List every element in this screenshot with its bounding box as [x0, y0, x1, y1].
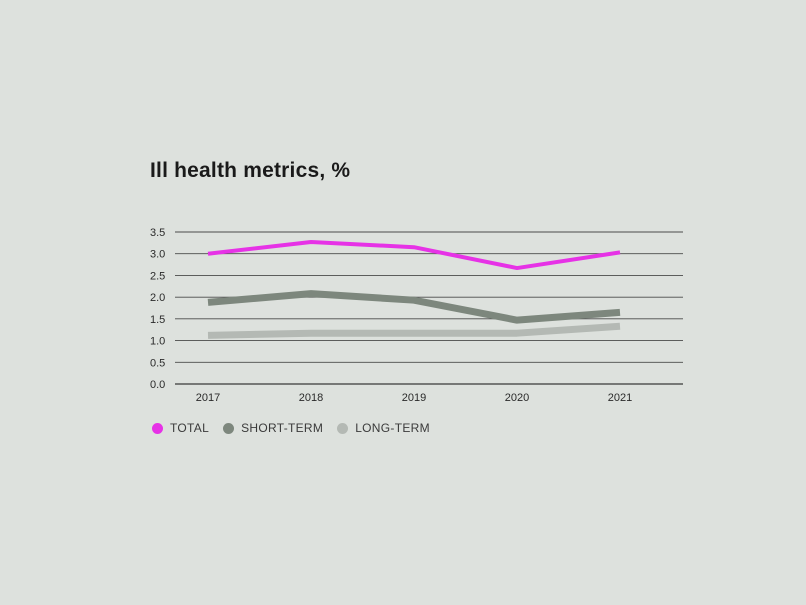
series-line-total	[207, 239, 621, 271]
x-tick-label: 2018	[299, 392, 323, 404]
legend-item-long-term: LONG-TERM	[337, 421, 430, 435]
chart-legend: TOTAL SHORT-TERM LONG-TERM	[152, 421, 444, 435]
legend-item-short-term: SHORT-TERM	[223, 421, 323, 435]
y-tick-label: 1.0	[150, 336, 165, 348]
y-tick-label: 3.0	[150, 249, 165, 261]
series-line-short-term	[207, 290, 621, 324]
y-tick-label: 3.5	[150, 227, 165, 239]
legend-swatch-total	[152, 422, 163, 434]
legend-label-long-term: LONG-TERM	[355, 421, 430, 435]
y-tick-label: 2.5	[150, 270, 165, 282]
chart-title: Ill health metrics, %	[150, 159, 351, 182]
legend-item-total: TOTAL	[152, 421, 209, 435]
legend-swatch-long-term	[337, 422, 349, 434]
legend-label-short-term: SHORT-TERM	[241, 421, 324, 435]
y-tick-label: 0.0	[150, 379, 165, 391]
y-tick-label: 2.0	[150, 292, 165, 304]
x-tick-label: 2020	[505, 392, 529, 404]
series-line-long-term	[207, 322, 621, 339]
x-tick-label: 2019	[402, 392, 426, 404]
y-tick-label: 1.5	[150, 314, 165, 326]
x-tick-label: 2021	[608, 392, 632, 404]
x-tick-label: 2017	[196, 392, 220, 404]
legend-swatch-short-term	[223, 422, 235, 434]
legend-label-total: TOTAL	[170, 421, 210, 435]
y-tick-label: 0.5	[150, 357, 165, 369]
